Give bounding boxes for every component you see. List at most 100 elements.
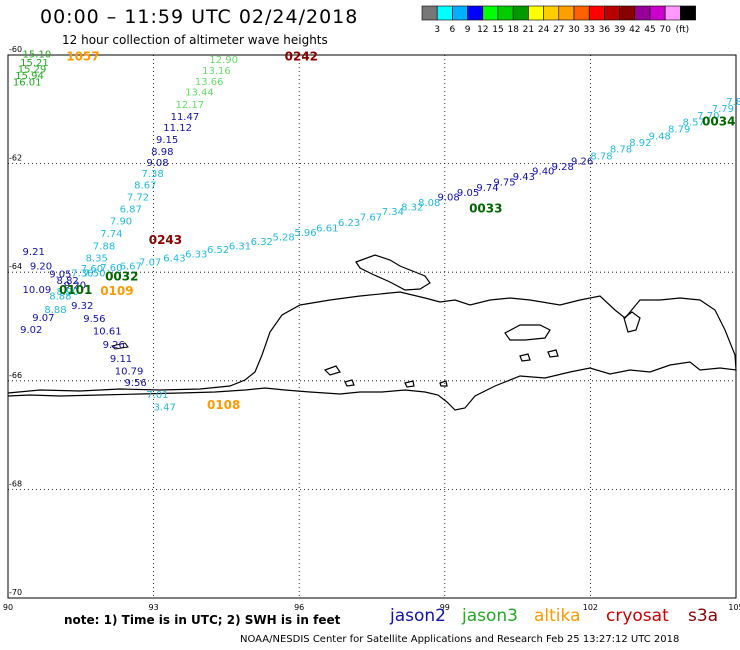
swh-value: 8.88 bbox=[49, 291, 71, 302]
legend-swatch bbox=[452, 5, 468, 21]
swh-value: 8.67 bbox=[134, 181, 156, 192]
swh-value: 9.05 bbox=[457, 188, 479, 199]
swh-value: 6.33 bbox=[185, 250, 207, 261]
swh-value: 6.67 bbox=[120, 261, 142, 272]
ice-island-tiny bbox=[323, 349, 559, 388]
swh-value: 9.40 bbox=[532, 166, 554, 177]
swh-value: 9.48 bbox=[649, 132, 671, 143]
legend-swatch bbox=[543, 5, 560, 21]
pass-time-label: 0101 bbox=[59, 283, 92, 297]
graticule: 90 93 96 99 102 105 -60 -62 -64 -66 -68 -70 bbox=[3, 45, 740, 612]
swh-value: 9.20 bbox=[30, 261, 52, 272]
legend-swatch bbox=[664, 5, 681, 21]
swh-value: 8.90 bbox=[57, 287, 79, 298]
swh-value: 8.79 bbox=[668, 125, 690, 136]
pass-time-label: 0108 bbox=[207, 398, 240, 412]
legend-label: 39 bbox=[614, 25, 626, 35]
swh-value: 9.21 bbox=[23, 247, 45, 258]
swh-value: 7.36 bbox=[71, 269, 93, 280]
swh-value: 7.70 bbox=[697, 111, 719, 122]
map-subtitle: 12 hour collection of altimeter wave hei… bbox=[62, 33, 328, 47]
swh-value: 8.98 bbox=[151, 147, 173, 158]
satellite-name-cryosat: cryosat bbox=[606, 606, 669, 626]
swh-value: 15.10 bbox=[23, 50, 52, 61]
swh-value: 8.57 bbox=[683, 118, 705, 129]
swh-value: 6.32 bbox=[251, 237, 273, 248]
swh-value: 12.90 bbox=[209, 55, 238, 66]
swh-value: 7.07 bbox=[139, 258, 161, 269]
swh-value: 5.28 bbox=[273, 233, 295, 244]
legend-label: 21 bbox=[523, 25, 534, 35]
x-tick-label: 99 bbox=[440, 603, 450, 612]
swh-value: 7.60 bbox=[100, 263, 122, 274]
swh-value: 9.15 bbox=[156, 135, 178, 146]
legend-swatch bbox=[528, 5, 544, 21]
pass-time-labels: 1057 0242 0243 0032 0033 0034 0101 0109 0108 bbox=[59, 49, 735, 412]
swh-value: 6.23 bbox=[338, 218, 360, 229]
x-tick-label: 105 bbox=[728, 603, 740, 612]
swh-value: 11.12 bbox=[163, 123, 192, 134]
coastline-main bbox=[7, 291, 737, 411]
swh-value: 7.85 bbox=[726, 97, 740, 108]
ice-island-east bbox=[504, 324, 551, 341]
legend-label: 36 bbox=[599, 25, 611, 35]
swh-value: 9.07 bbox=[32, 313, 54, 324]
swh-value: 9.32 bbox=[71, 301, 93, 312]
swh-value: 8.35 bbox=[86, 253, 108, 264]
swh-value: 9.08 bbox=[146, 158, 168, 169]
legend-swatch bbox=[558, 5, 575, 21]
swh-value: 15.29 bbox=[18, 64, 47, 75]
x-tick-label: 93 bbox=[149, 603, 159, 612]
map-title: 00:00 – 11:59 UTC 02/24/2018 bbox=[40, 6, 359, 28]
pass-time-label: 0032 bbox=[105, 269, 138, 283]
swh-value: 9.26 bbox=[103, 340, 125, 351]
legend-swatch bbox=[588, 5, 605, 21]
swh-value: 12.17 bbox=[175, 100, 204, 111]
swh-value: 9.11 bbox=[110, 354, 132, 365]
swh-value: 13.66 bbox=[195, 77, 224, 88]
legend-swatch bbox=[573, 5, 590, 21]
ice-island-sliver bbox=[111, 342, 129, 350]
pass-time-label: 1057 bbox=[66, 49, 99, 63]
swh-value: 7.38 bbox=[141, 169, 163, 180]
legend-swatch bbox=[467, 5, 484, 21]
legend-swatch bbox=[497, 5, 514, 21]
legend-swatch bbox=[604, 5, 620, 21]
swh-value: 7.72 bbox=[127, 193, 149, 204]
swh-value: 9.26 bbox=[571, 157, 593, 168]
swh-value: 11.47 bbox=[171, 112, 200, 123]
y-tick-label: -70 bbox=[9, 588, 22, 597]
swh-value: 6.87 bbox=[120, 204, 142, 215]
satellite-name-altika: altika bbox=[534, 606, 581, 626]
swh-value: 15.94 bbox=[15, 71, 44, 82]
swh-value: 10.79 bbox=[115, 366, 144, 377]
ice-island-north bbox=[355, 254, 431, 291]
swh-value: 8.78 bbox=[590, 151, 612, 162]
antarctic-coastline bbox=[7, 254, 737, 411]
pass-time-label: 0033 bbox=[469, 201, 502, 215]
x-tick-label: 96 bbox=[294, 603, 304, 612]
legend-swatch bbox=[512, 5, 529, 21]
swh-value: 9.74 bbox=[476, 183, 498, 194]
legend-label: 6 bbox=[450, 25, 456, 35]
swh-value: 8.08 bbox=[418, 198, 440, 209]
swh-value: 10.61 bbox=[93, 327, 122, 338]
legend-swatch bbox=[421, 5, 438, 21]
legend-label: 42 bbox=[629, 25, 640, 35]
swh-value: 9.20 bbox=[64, 280, 86, 291]
legend-label: 45 bbox=[644, 25, 655, 35]
y-tick-label: -60 bbox=[9, 45, 22, 54]
legend-label: 3 bbox=[434, 25, 440, 35]
swh-value: 7.90 bbox=[110, 216, 132, 227]
swh-value: 7.60 bbox=[81, 264, 103, 275]
swh-value: 9.08 bbox=[438, 193, 460, 204]
legend-label: 33 bbox=[583, 25, 594, 35]
swh-value: 7.50 bbox=[83, 269, 105, 280]
legend-swatch bbox=[619, 5, 636, 21]
swh-value: 7.79 bbox=[712, 104, 734, 115]
satellite-name-jason2: jason2 bbox=[390, 606, 446, 626]
y-tick-label: -68 bbox=[9, 479, 22, 488]
swh-value: 8.32 bbox=[401, 202, 423, 213]
